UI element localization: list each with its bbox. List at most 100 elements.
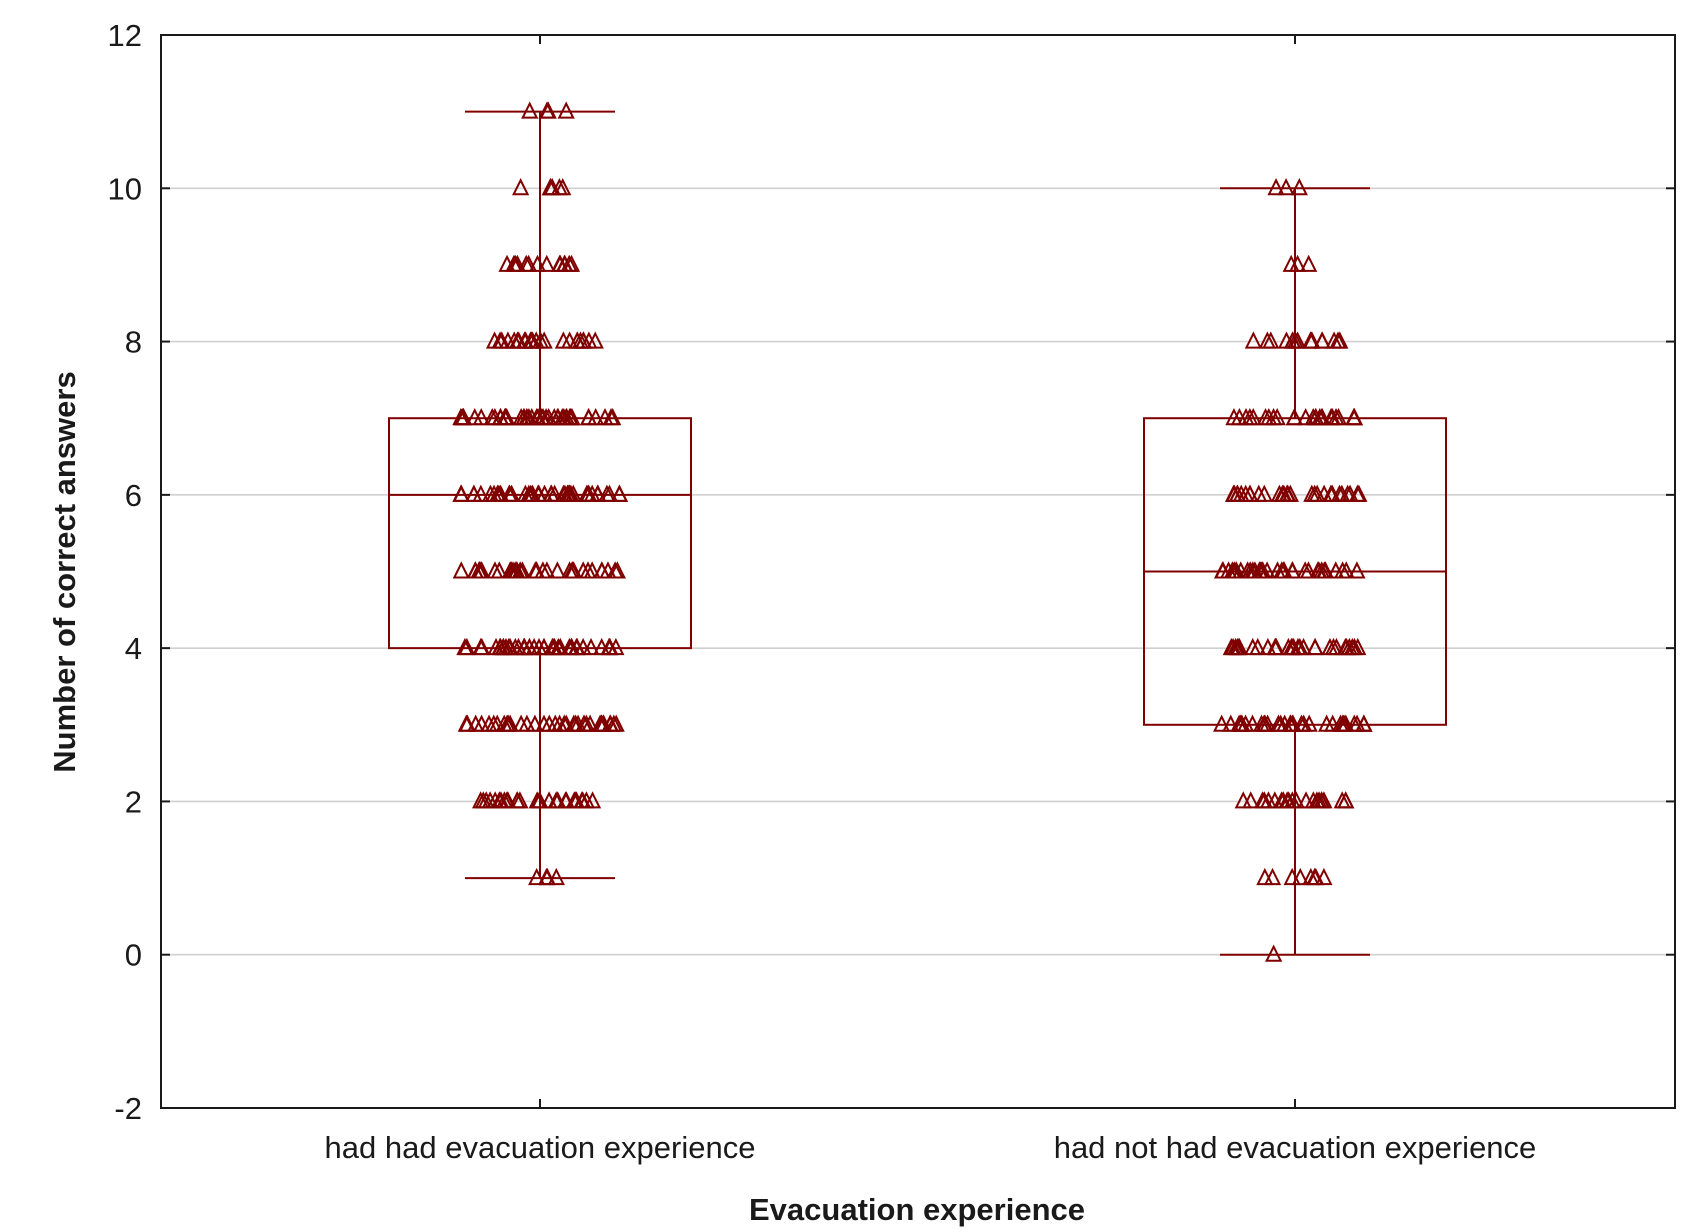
data-point bbox=[555, 714, 573, 732]
data-point bbox=[550, 178, 569, 196]
data-point bbox=[1249, 637, 1267, 656]
data-point bbox=[1322, 407, 1340, 426]
data-point bbox=[481, 791, 499, 809]
data-point bbox=[547, 867, 565, 886]
data-point bbox=[457, 714, 475, 732]
data-point bbox=[521, 101, 539, 119]
axis-ticks: -2 0 2 4 6 8 10 12 had had evacuation experience… bbox=[108, 18, 1675, 1165]
data-point bbox=[1296, 561, 1314, 579]
data-point bbox=[506, 254, 524, 272]
data-point bbox=[596, 407, 614, 426]
data-point bbox=[472, 714, 491, 732]
data-point bbox=[580, 407, 598, 426]
data-point bbox=[472, 407, 490, 426]
data-point bbox=[1287, 791, 1305, 809]
data-point bbox=[528, 254, 547, 272]
data-point bbox=[1275, 484, 1293, 502]
data-point bbox=[1335, 714, 1353, 732]
data-point bbox=[1345, 407, 1364, 426]
data-point bbox=[1283, 867, 1301, 886]
data-point bbox=[577, 714, 595, 732]
data-point bbox=[1259, 791, 1278, 809]
data-point bbox=[559, 484, 577, 502]
data-point bbox=[598, 484, 616, 502]
data-point bbox=[1327, 561, 1345, 579]
data-point bbox=[1306, 637, 1324, 656]
data-point bbox=[578, 484, 596, 502]
data-point bbox=[548, 561, 567, 579]
data-point bbox=[1348, 484, 1367, 502]
data-point bbox=[1255, 484, 1273, 502]
data-point bbox=[535, 714, 553, 732]
data-point bbox=[1275, 561, 1293, 579]
data-point bbox=[1297, 791, 1315, 809]
data-point bbox=[1222, 637, 1240, 656]
data-point bbox=[1244, 331, 1262, 349]
y-tick-label: -2 bbox=[114, 1091, 142, 1126]
data-point bbox=[1277, 178, 1295, 196]
interquartile-box bbox=[388, 417, 692, 650]
y-tick-label: 10 bbox=[108, 171, 142, 206]
data-point bbox=[508, 561, 526, 579]
data-point bbox=[1241, 484, 1259, 502]
data-point bbox=[549, 791, 567, 809]
data-point bbox=[1258, 331, 1276, 349]
data-point bbox=[1321, 637, 1339, 656]
y-tick-label: 12 bbox=[108, 18, 142, 53]
data-point bbox=[520, 254, 538, 272]
data-point bbox=[542, 484, 560, 502]
data-point bbox=[1290, 178, 1308, 196]
data-point bbox=[1291, 867, 1309, 886]
data-point bbox=[1267, 637, 1285, 656]
data-point bbox=[472, 791, 490, 809]
data-point bbox=[1313, 331, 1331, 349]
data-point bbox=[494, 637, 512, 656]
data-point bbox=[1225, 407, 1243, 426]
box-group bbox=[1143, 187, 1447, 956]
data-point bbox=[483, 407, 501, 426]
data-point bbox=[538, 101, 556, 119]
data-point bbox=[586, 331, 604, 349]
data-point bbox=[1281, 714, 1299, 732]
data-point bbox=[512, 714, 530, 732]
data-point bbox=[458, 637, 476, 656]
data-point bbox=[1355, 714, 1373, 732]
data-point bbox=[561, 407, 579, 426]
data-point bbox=[526, 561, 544, 579]
data-point bbox=[1232, 561, 1250, 579]
data-point bbox=[566, 714, 585, 732]
data-point bbox=[486, 561, 504, 579]
y-tick-label: 0 bbox=[125, 938, 142, 973]
data-points-layer bbox=[452, 101, 1373, 962]
data-point bbox=[499, 331, 517, 349]
data-point bbox=[1302, 867, 1320, 886]
data-point bbox=[1285, 407, 1304, 426]
data-point bbox=[472, 637, 490, 656]
data-point bbox=[1241, 407, 1259, 426]
data-point bbox=[563, 637, 581, 656]
y-tick-label: 8 bbox=[125, 325, 142, 360]
data-point bbox=[1268, 407, 1286, 426]
data-point bbox=[549, 637, 567, 656]
data-point bbox=[1337, 791, 1355, 809]
data-point bbox=[563, 561, 582, 579]
data-point bbox=[1309, 561, 1327, 579]
data-point bbox=[583, 791, 602, 809]
data-point bbox=[1324, 714, 1342, 732]
data-point bbox=[574, 637, 592, 656]
data-point bbox=[515, 637, 533, 656]
data-point bbox=[508, 791, 527, 809]
data-point bbox=[601, 637, 619, 656]
data-point bbox=[485, 484, 503, 502]
data-point bbox=[1234, 791, 1252, 809]
data-point bbox=[1222, 714, 1240, 732]
y-tick-label: 4 bbox=[125, 631, 142, 666]
data-point bbox=[1336, 637, 1354, 656]
data-point bbox=[537, 867, 556, 886]
data-point bbox=[485, 331, 504, 349]
data-point bbox=[522, 484, 540, 502]
data-point bbox=[1329, 331, 1347, 349]
data-point bbox=[1294, 637, 1313, 656]
data-point bbox=[554, 331, 573, 349]
